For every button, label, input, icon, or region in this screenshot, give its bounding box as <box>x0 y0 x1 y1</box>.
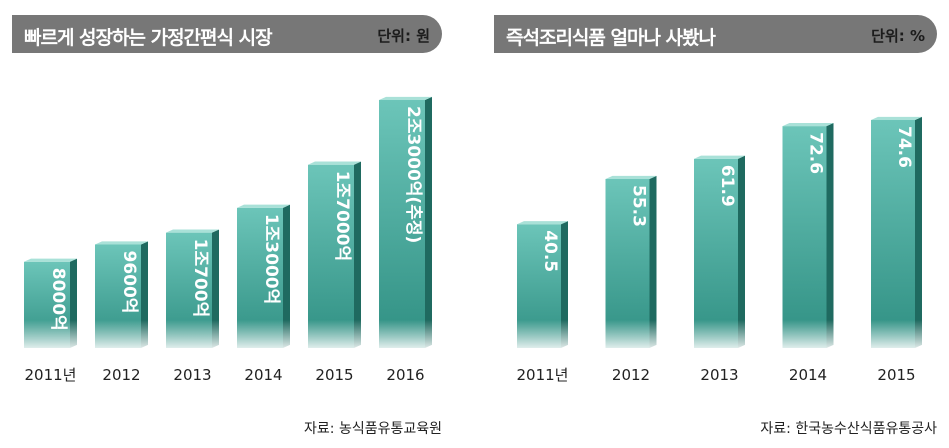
right-bar-group: 55.3 <box>605 175 657 348</box>
left-bar-side <box>212 229 219 348</box>
left-bar-fade <box>237 320 290 348</box>
right-bar-fade <box>871 320 922 348</box>
left-bar <box>308 164 354 348</box>
right-bar-group: 61.9 <box>694 155 745 348</box>
right-bar-value-label: 61.9 <box>717 165 737 207</box>
left-chart-unit: 단위: 원 <box>377 27 430 45</box>
left-bar-side <box>425 96 432 348</box>
right-chart-panel: 40.5 2011년 55.3 2012 61.9 2013 72.6 2014 74.6 201… <box>478 0 949 448</box>
left-bar-fade <box>166 320 219 348</box>
left-bar-value-label: 8000억 <box>48 268 68 331</box>
left-bar-chart: 8000억 2011년 9600억 2012 1조700억 2013 1조3000억 2014… <box>24 96 432 384</box>
left-category-label: 2016 <box>386 366 424 384</box>
right-chart-source: 자료: 한국농수산식품유통공사 <box>760 421 937 437</box>
left-bar-value-label: 1조3000억 <box>261 214 281 304</box>
left-chart-title: 빠르게 성장하는 가정간편식 시장 <box>24 27 273 49</box>
right-chart-header: 즉석조리식품 얼마나 사봤나 단위: % <box>494 15 937 53</box>
right-bar-chart: 40.5 2011년 55.3 2012 61.9 2013 72.6 2014 74.6 201… <box>517 116 922 384</box>
right-bar-group: 74.6 <box>871 116 922 348</box>
left-chart-panel: 8000억 2011년 9600억 2012 1조700억 2013 1조3000억 2014… <box>0 0 470 448</box>
left-bar-top <box>95 241 148 245</box>
left-bar-fade <box>379 320 432 348</box>
right-bar-side <box>738 155 745 348</box>
left-bar-top <box>308 161 361 165</box>
right-bar-side <box>915 116 922 348</box>
right-bar-top <box>517 221 568 225</box>
right-bar-top <box>782 122 834 127</box>
right-bar-value-label: 74.6 <box>894 126 914 168</box>
right-bar-value-label: 55.3 <box>629 185 649 227</box>
right-bar <box>605 178 650 348</box>
left-bar-value-label: 9600억 <box>119 250 139 313</box>
right-bar-side <box>561 221 568 348</box>
left-bar-fade <box>24 320 77 348</box>
right-bar-group: 40.5 <box>517 221 568 348</box>
left-bar-group: 1조7000억 <box>308 161 361 348</box>
left-chart-source: 자료: 농식품유통교육원 <box>304 421 442 437</box>
left-bar-group: 1조3000억 <box>237 204 290 348</box>
left-bar-top <box>166 229 219 233</box>
left-bar <box>379 100 425 348</box>
right-chart-title: 즉석조리식품 얼마나 사봤나 <box>506 27 716 49</box>
right-bar-value-label: 72.6 <box>806 132 826 174</box>
right-category-label: 2013 <box>700 366 738 384</box>
right-bar-fade <box>782 320 834 348</box>
left-category-label: 2014 <box>244 366 282 384</box>
left-bar-group: 8000억 <box>24 258 77 348</box>
left-chart-header: 빠르게 성장하는 가정간편식 시장 단위: 원 <box>12 15 442 53</box>
right-bar-fade <box>605 320 657 348</box>
left-bar-top <box>237 204 290 208</box>
right-bar <box>694 158 738 348</box>
left-bar-group: 2조3000억(추정) <box>379 96 432 348</box>
left-bar-value-label: 2조3000억(추정) <box>403 106 423 243</box>
right-category-label: 2015 <box>877 366 915 384</box>
right-bar-top <box>694 155 745 159</box>
left-bar-top <box>24 258 77 262</box>
right-bar-fade <box>517 320 568 348</box>
left-category-label: 2015 <box>315 366 353 384</box>
right-bar-top <box>871 116 922 120</box>
left-bar-top <box>379 96 432 100</box>
left-bar-side <box>283 204 290 348</box>
left-bar-fade <box>308 320 361 348</box>
right-chart-unit: 단위: % <box>871 27 925 45</box>
left-bar-fade <box>95 320 148 348</box>
right-category-label: 2011년 <box>517 366 569 384</box>
left-category-label: 2012 <box>102 366 140 384</box>
right-bar-top <box>605 175 657 179</box>
left-bar-value-label: 1조7000억 <box>332 171 352 261</box>
right-bar-fade <box>694 320 745 348</box>
right-category-label: 2012 <box>612 366 650 384</box>
left-bar-group: 9600억 <box>95 241 148 348</box>
right-bar <box>782 126 827 348</box>
right-bar-side <box>649 175 657 348</box>
left-bar-value-label: 1조700억 <box>190 239 210 318</box>
right-bar-value-label: 40.5 <box>540 230 560 272</box>
left-bar-group: 1조700억 <box>166 229 219 348</box>
left-bar-side <box>354 161 361 348</box>
left-category-label: 2013 <box>173 366 211 384</box>
left-category-label: 2011년 <box>25 366 77 384</box>
right-bar-group: 72.6 <box>782 122 834 348</box>
right-category-label: 2014 <box>789 366 827 384</box>
right-bar <box>871 120 915 348</box>
right-bar-side <box>826 122 834 348</box>
